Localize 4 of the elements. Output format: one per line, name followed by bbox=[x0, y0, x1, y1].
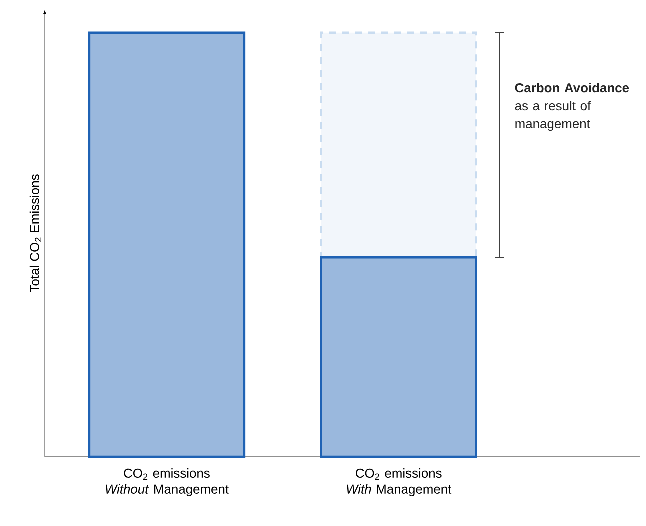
x-tick-label: CO$_{2}$ emissions Without Management bbox=[106, 468, 229, 497]
y-axis-title: Total CO$_{2}$ Emissions bbox=[30, 174, 42, 292]
annotation: Carbon Avoidance as a result of management bbox=[515, 83, 630, 132]
x-tick-label: CO$_{2}$ emissions With Management bbox=[347, 468, 452, 497]
